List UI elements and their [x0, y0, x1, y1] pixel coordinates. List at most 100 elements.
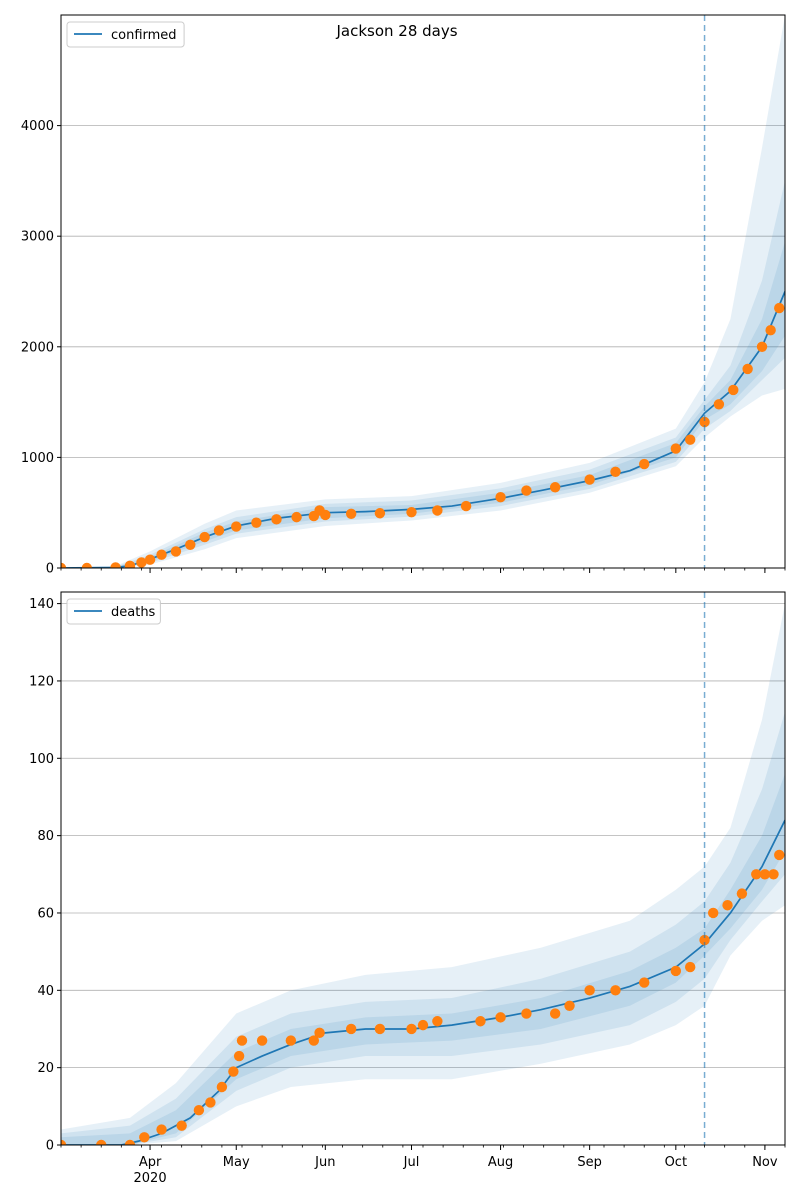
deaths-observed-point [216, 1081, 228, 1093]
confirmed-observed-point [432, 505, 443, 516]
y-tick-label: 40 [37, 984, 54, 999]
deaths-observed-point [670, 965, 682, 977]
confirmed-observed-point [699, 416, 710, 428]
deaths-observed-point [774, 849, 785, 861]
confirmed-observed-point [495, 492, 506, 503]
deaths-observed-point [521, 1008, 532, 1019]
confirmed-observed-point [231, 521, 242, 532]
confirmed-observed-point [774, 302, 785, 314]
y-tick-label: 100 [29, 752, 54, 767]
deaths-observed-point [124, 1139, 136, 1145]
deaths-observed-point [584, 985, 595, 996]
deaths-observed-point [228, 1066, 239, 1077]
deaths-observed-point [139, 1132, 150, 1143]
deaths-observed-point [759, 869, 771, 880]
deaths-observed-point [314, 1027, 325, 1039]
confirmed-observed-point [549, 482, 561, 493]
deaths-band-outer [61, 603, 785, 1145]
deaths-observed-point [432, 1016, 443, 1027]
deaths-observed-point [722, 900, 733, 911]
confirmed-observed-point [521, 485, 532, 496]
deaths-observed-point [751, 869, 762, 880]
x-tick-label: Aug [488, 1155, 513, 1170]
confirmed-observed-point [251, 517, 262, 528]
figure-title: Jackson 28 days [335, 22, 457, 40]
deaths-observed-point [236, 1035, 248, 1046]
deaths-observed-point [768, 869, 779, 880]
deaths-observed-point [233, 1050, 245, 1062]
confirmed-observed-point [670, 443, 682, 454]
y-tick-label: 120 [29, 674, 54, 689]
confirmed-observed-point [639, 458, 650, 470]
x-tick-label: Oct [665, 1155, 687, 1170]
deaths-observed-point [374, 1023, 386, 1035]
y-tick-label: 0 [46, 1139, 54, 1154]
confirmed-observed-point [728, 384, 739, 396]
y-tick-label: 140 [29, 597, 54, 612]
confirmed-observed-point [374, 508, 386, 519]
confirmed-observed-point [460, 500, 472, 512]
legend-label: confirmed [111, 28, 177, 43]
deaths-observed-point [699, 934, 710, 946]
confirmed-observed-point [144, 554, 156, 565]
x-year-label: 2020 [134, 1171, 167, 1186]
confirmed-observed-point [742, 363, 753, 375]
plot-area [61, 15, 785, 568]
deaths-observed-point [61, 1139, 67, 1145]
confirmed-observed-point [61, 562, 67, 568]
confirmed-chart-panel: 0 1000 2000 3000 4000 confirmed [21, 14, 786, 577]
deaths-observed-point [96, 1139, 107, 1145]
confirmed-observed-point [110, 562, 121, 568]
deaths-observed-point [156, 1124, 167, 1135]
x-tick-label: Sep [577, 1155, 602, 1170]
confirmed-observed-point [345, 508, 357, 520]
y-tick-label: 0 [46, 562, 54, 577]
legend-box [66, 598, 161, 625]
confirmed-observed-point [765, 325, 776, 336]
deaths-observed-point [308, 1035, 320, 1046]
confirmed-observed-point [156, 549, 167, 560]
confirmed-observed-point [291, 511, 302, 523]
x-tick-label: Nov [752, 1155, 778, 1170]
deaths-observed-point [205, 1097, 216, 1108]
confirmed-observed-point [170, 546, 182, 557]
legend-label: deaths [111, 605, 156, 620]
y-tick-label: 80 [37, 829, 54, 844]
y-tick-label: 3000 [21, 230, 54, 245]
deaths-chart-panel: 0 20 40 60 80 100 120 140 Apr May Jun Jul Aug Sep Oct N… [29, 591, 786, 1186]
deaths-observed-point [193, 1104, 205, 1116]
confirmed-observed-point [271, 514, 282, 525]
confirmed-observed-point [213, 525, 225, 536]
deaths-observed-point [256, 1035, 268, 1046]
x-tick-label: May [223, 1155, 250, 1170]
legend: deaths [66, 598, 161, 625]
deaths-observed-point [564, 1000, 575, 1011]
deaths-observed-point [345, 1023, 357, 1035]
y-tick-label: 20 [37, 1061, 54, 1076]
confirmed-observed-point [185, 539, 196, 550]
deaths-observed-point [736, 888, 748, 899]
deaths-observed-point [285, 1035, 297, 1046]
confirmed-observed-point [81, 562, 93, 568]
confirmed-observed-point [684, 434, 696, 445]
deaths-observed-point [684, 961, 696, 973]
x-tick-label: Jun [314, 1155, 335, 1170]
deaths-observed-point [610, 985, 621, 996]
confirmed-observed-point [199, 531, 210, 543]
y-tick-label: 1000 [21, 451, 54, 466]
legend-box [66, 21, 185, 48]
y-tick-label: 4000 [21, 119, 54, 134]
y-tick-label: 60 [37, 906, 54, 921]
deaths-observed-point [176, 1120, 187, 1131]
confirmed-observed-point [610, 466, 621, 477]
confirmed-observed-point [756, 341, 768, 352]
x-tick-label: Jul [403, 1155, 420, 1170]
confirmed-observed-point [124, 560, 136, 568]
confirmed-observed-point [136, 557, 147, 568]
deaths-observed-point [549, 1008, 561, 1019]
legend: confirmed [66, 21, 185, 48]
deaths-line [61, 819, 785, 1145]
deaths-observed-point [475, 1016, 486, 1027]
deaths-observed-point [639, 977, 650, 988]
